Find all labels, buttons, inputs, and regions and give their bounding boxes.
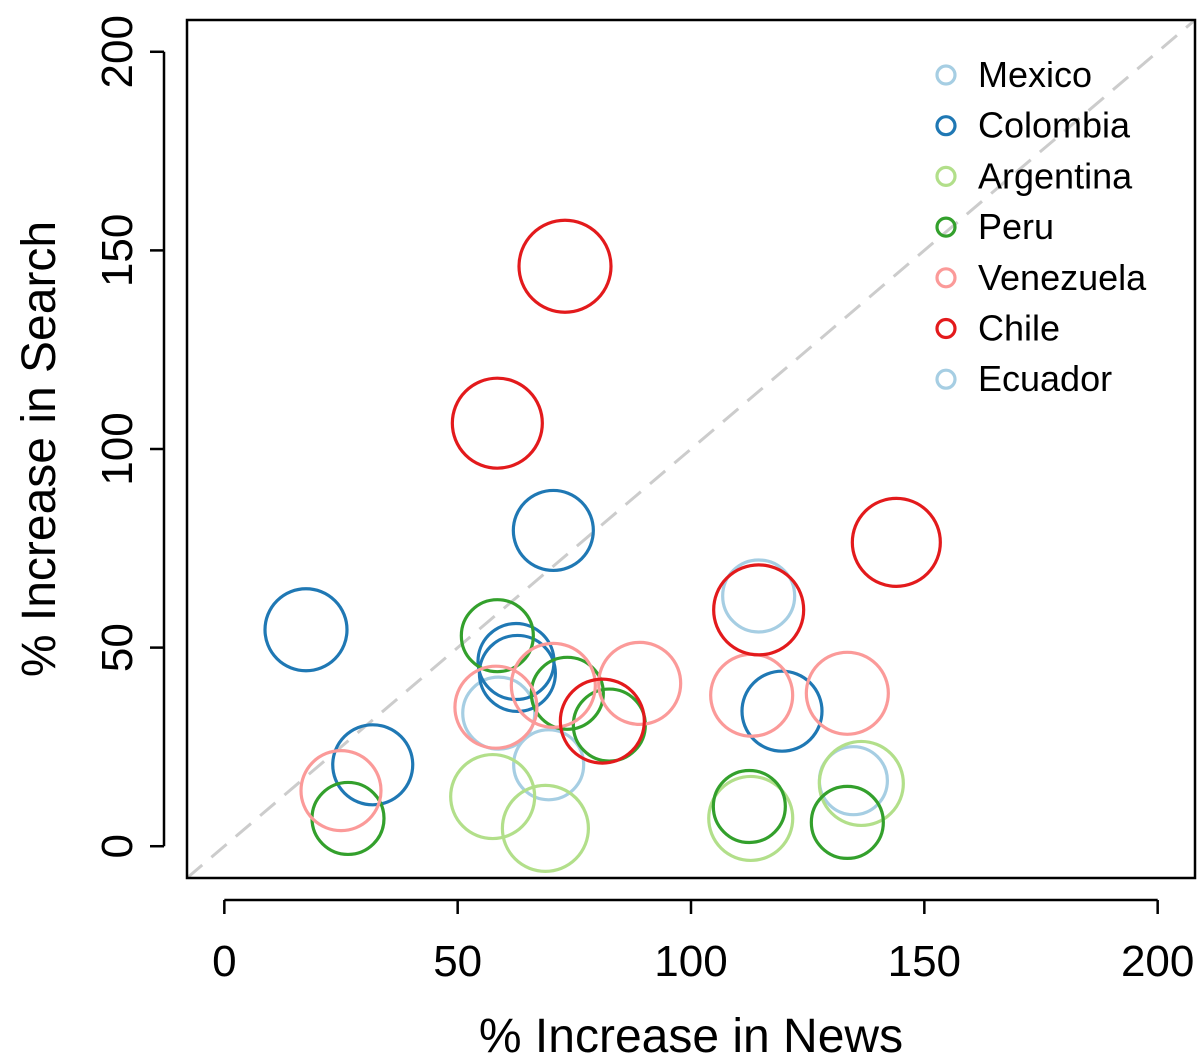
data-point: [597, 640, 683, 726]
legend-marker: [935, 165, 957, 187]
legend-marker: [935, 115, 957, 137]
y-axis-title: % Increase in Search: [13, 221, 66, 677]
data-point: [477, 633, 558, 714]
y-tick-label: 100: [93, 412, 142, 485]
data-point: [459, 598, 535, 674]
data-point: [558, 677, 646, 765]
data-point: [512, 728, 586, 802]
data-point: [804, 650, 890, 736]
legend-marker: [935, 267, 957, 289]
y-axis: 0 50 100 150 200: [93, 15, 166, 858]
data-point: [529, 655, 605, 731]
data-point: [517, 218, 613, 314]
x-tick-label: 100: [654, 937, 727, 986]
reference-diagonal-line: [186, 18, 1196, 880]
x-axis-title: % Increase in News: [479, 1010, 903, 1059]
data-point: [711, 768, 787, 845]
data-point: [509, 641, 597, 729]
data-point: [511, 488, 595, 573]
data-point: [721, 558, 797, 634]
y-tick-label: 150: [93, 214, 142, 287]
x-tick-label: 200: [1121, 937, 1194, 986]
data-point: [740, 669, 824, 753]
data-point: [850, 496, 942, 588]
data-point: [817, 739, 905, 828]
legend-label: Ecuador: [978, 358, 1112, 399]
data-point: [331, 723, 415, 807]
x-tick-label: 0: [212, 937, 236, 986]
data-points: [263, 218, 942, 873]
x-tick-label: 50: [433, 937, 482, 986]
legend-marker: [935, 64, 957, 86]
legend-label: Peru: [978, 206, 1054, 247]
legend-label: Mexico: [978, 54, 1092, 95]
legend-marker: [935, 368, 957, 390]
legend-marker: [935, 317, 957, 340]
data-point: [263, 587, 349, 673]
data-point: [450, 376, 544, 470]
legend-label: Argentina: [978, 155, 1133, 196]
data-point: [449, 752, 537, 841]
data-point: [310, 780, 386, 857]
plot-frame: [185, 18, 1197, 880]
legend: Mexico Colombia Argentina Peru Venezuela Chil…: [935, 54, 1147, 399]
x-tick-label: 150: [888, 937, 961, 986]
y-tick-label: 50: [93, 623, 142, 672]
data-point: [500, 783, 591, 873]
data-point: [712, 563, 806, 657]
y-tick-label: 200: [93, 15, 142, 88]
legend-marker: [935, 216, 957, 238]
data-point: [299, 749, 383, 833]
data-point: [809, 784, 885, 860]
legend-label: Venezuela: [978, 257, 1147, 298]
legend-label: Colombia: [978, 105, 1131, 146]
data-point: [709, 652, 795, 738]
data-point: [707, 774, 795, 863]
data-point: [453, 664, 539, 750]
x-axis: 0 50 100 150 200: [212, 898, 1194, 986]
y-tick-label: 0: [93, 834, 142, 858]
legend-label: Chile: [978, 308, 1060, 349]
